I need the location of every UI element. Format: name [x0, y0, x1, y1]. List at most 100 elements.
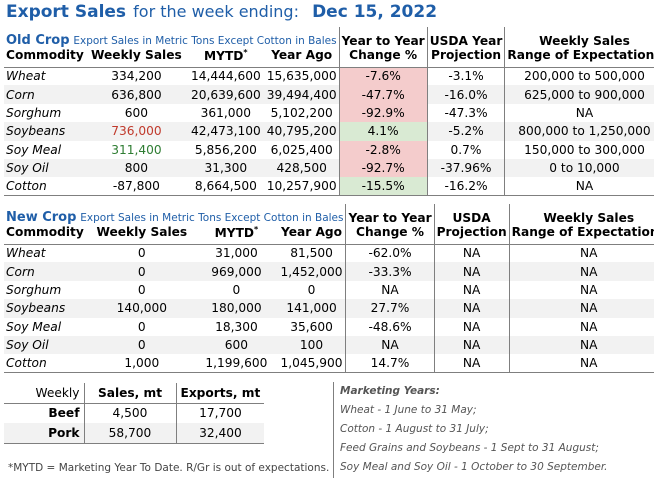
old-crop-table: Old Crop Export Sales in Metric Tons Exc… [4, 27, 654, 197]
old-header-weekly: Weekly Sales [85, 48, 187, 68]
table-row: Beef 4,500 17,700 [4, 403, 265, 423]
range-cell: NA [508, 280, 654, 300]
range-cell: NA [508, 262, 654, 281]
mytd-cell: 969,000 [195, 262, 278, 281]
commodity-cell: Soybeans [4, 122, 86, 141]
range-cell: 0 to 10,000 [504, 158, 654, 178]
old-header-range-top: Weekly Sales [504, 27, 654, 48]
usda-cell: -3.1% [426, 67, 505, 86]
change-cell: -2.8% [338, 140, 428, 159]
usda-cell: NA [433, 335, 510, 355]
new-crop-sublabel: Export Sales in Metric Tons Except Cotto… [80, 212, 344, 224]
change-cell: -47.7% [338, 85, 428, 104]
new-header-mytd-mark: * [254, 225, 259, 234]
mytd-cell: 8,664,500 [186, 177, 265, 197]
meat-table: Weekly Sales, mt Exports, mt Beef 4,500 … [4, 383, 265, 444]
old-header-usda-top: USDA Year [426, 27, 505, 48]
old-header-usda-bottom: Projection [426, 48, 505, 68]
range-cell: NA [508, 244, 654, 263]
old-header-mytd-text: MYTD [204, 49, 244, 64]
usda-cell: -5.2% [426, 122, 505, 141]
range-cell: 800,000 to 1,250,000 [504, 122, 654, 141]
table-row: Corn 0 969,000 1,452,000 -33.3% NA NA [4, 262, 654, 281]
year-ago-cell: 6,025,400 [270, 142, 333, 157]
range-cell: NA [504, 103, 654, 123]
weekly-cell: 0 [137, 319, 146, 334]
commodity-cell: Soy Meal [6, 319, 62, 334]
mytd-cell: 361,000 [200, 105, 252, 120]
new-header-year-ago: Year Ago [277, 225, 346, 245]
table-row: Soybeans 140,000 180,000 141,000 27.7% N… [4, 299, 654, 318]
year-ago-cell: 40,795,200 [264, 122, 340, 141]
old-crop-header-row-2: Commodity Weekly Sales MYTD* Year Ago Ch… [4, 48, 654, 68]
range-cell: NA [504, 177, 654, 197]
commodity-cell: Cotton [4, 177, 86, 197]
year-ago-cell: 39,494,400 [264, 85, 340, 104]
usda-cell: -47.3% [426, 103, 505, 123]
old-header-commodity: Commodity [4, 48, 86, 68]
range-cell: NA [508, 335, 654, 355]
weekly-cell: 0 [137, 282, 146, 297]
new-header-change-top: Year to Year [345, 204, 435, 225]
weekly-cell: 334,200 [111, 69, 162, 84]
table-row: Soy Oil 800 31,300 428,500 -92.7% -37.96… [4, 158, 654, 178]
commodity-cell: Soybeans [4, 299, 89, 318]
weekly-cell: 0 [137, 246, 146, 261]
change-cell: 14.7% [345, 354, 435, 374]
change-cell: -33.3% [345, 262, 435, 281]
change-cell: -92.9% [338, 103, 428, 123]
year-ago-cell: 1,452,000 [277, 262, 346, 281]
meat-exports-cell: 17,700 [175, 403, 265, 423]
old-header-year-ago: Year Ago [264, 48, 340, 68]
table-row: Sorghum 600 361,000 5,102,200 -92.9% -47… [4, 103, 654, 123]
usda-cell: NA [433, 299, 510, 318]
usda-cell: NA [433, 317, 510, 336]
weekly-cell: -87,800 [85, 177, 187, 197]
commodity-cell: Corn [4, 85, 86, 104]
usda-cell: 0.7% [426, 140, 505, 159]
weekly-cell: 600 [124, 105, 149, 120]
new-header-change-bottom: Change % [345, 225, 435, 245]
range-cell: NA [508, 354, 654, 374]
year-ago-cell: 100 [277, 335, 346, 355]
change-cell: -7.6% [338, 67, 428, 86]
old-crop-label-cell: Old Crop Export Sales in Metric Tons Exc… [4, 27, 339, 48]
table-row: Soy Meal 0 18,300 35,600 -48.6% NA NA [4, 317, 654, 336]
range-cell: 625,000 to 900,000 [504, 85, 654, 104]
old-header-range-bottom: Range of Expectations [504, 48, 654, 68]
change-cell: NA [345, 335, 435, 355]
old-header-mytd-mark: * [243, 48, 248, 57]
usda-cell: NA [433, 244, 510, 263]
usda-cell: -37.96% [426, 158, 505, 178]
meat-header-row: Weekly Sales, mt Exports, mt [4, 383, 265, 404]
new-header-mytd-text: MYTD [214, 226, 255, 241]
change-cell: -48.6% [345, 317, 435, 336]
old-header-change-top: Year to Year [338, 27, 428, 48]
meat-label-cell: Beef [48, 406, 80, 421]
range-cell: NA [508, 299, 654, 318]
title-prefix: Export Sales [6, 2, 127, 22]
old-crop-header-row-1: Old Crop Export Sales in Metric Tons Exc… [4, 27, 654, 48]
usda-cell: NA [433, 354, 510, 374]
title-middle: for the week ending: [133, 2, 299, 21]
marketing-year-line: Wheat - 1 June to 31 May; [340, 404, 477, 416]
year-ago-cell: 428,500 [264, 158, 340, 178]
mytd-cell: 31,000 [215, 246, 258, 261]
mytd-cell: 42,473,100 [186, 122, 265, 141]
usda-cell: NA [433, 262, 510, 281]
commodity-cell: Soy Oil [4, 335, 89, 355]
new-crop-header-row-2: Commodity Weekly Sales MYTD* Year Ago Ch… [4, 225, 654, 245]
meat-label-cell: Pork [4, 423, 84, 443]
weekly-cell: 636,800 [85, 85, 187, 104]
mytd-cell: 5,856,200 [194, 142, 257, 157]
new-crop-table: New Crop Export Sales in Metric Tons Exc… [4, 204, 654, 374]
table-row: Corn 636,800 20,639,600 39,494,400 -47.7… [4, 85, 654, 104]
weekly-cell: 0 [88, 262, 196, 281]
new-crop-label: New Crop [6, 210, 77, 225]
new-header-usda-top: USDA [433, 204, 510, 225]
new-header-commodity: Commodity [4, 225, 89, 245]
table-row: Soy Oil 0 600 100 NA NA NA [4, 335, 654, 355]
marketing-year-line: Feed Grains and Soybeans - 1 Sept to 31 … [340, 442, 599, 454]
meat-sales-cell: 4,500 [83, 403, 176, 423]
old-crop-label: Old Crop [6, 33, 70, 48]
